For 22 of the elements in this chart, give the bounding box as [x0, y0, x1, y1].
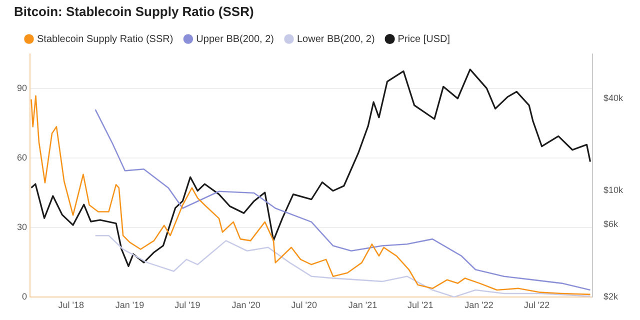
x-tick-label: Jul '20 [291, 300, 317, 310]
x-tick-label: Jan '20 [232, 300, 260, 310]
y2-tick-label: $2k [603, 292, 618, 302]
y2-tick-label: $6k [603, 218, 618, 229]
x-tick-label: Jan '22 [464, 300, 494, 310]
legend-label: Stablecoin Supply Ratio (SSR) [37, 34, 174, 45]
y-tick-label: 60 [16, 152, 28, 163]
x-tick-label: Jan '19 [115, 300, 144, 310]
y2-tick-label: $10k [603, 184, 624, 195]
legend-label: Lower BB(200, 2) [296, 34, 375, 45]
legend-label: Upper BB(200, 2) [196, 34, 274, 45]
x-tick-label: Jul '19 [174, 300, 200, 310]
x-tick-label: Jul '22 [524, 300, 550, 310]
y2-tick-label: $40k [603, 92, 624, 103]
y-tick-label: 90 [16, 83, 28, 94]
x-tick-label: Jul '21 [408, 300, 434, 310]
y-tick-label: 0 [22, 292, 28, 302]
x-tick-label: Jan '21 [348, 300, 378, 310]
y-tick-label: 30 [16, 222, 28, 232]
legend-label: Price [USD] [398, 34, 450, 45]
x-tick-label: Jul '18 [58, 300, 84, 310]
chart-title: Bitcoin: Stablecoin Supply Ratio (SSR) [14, 4, 254, 19]
